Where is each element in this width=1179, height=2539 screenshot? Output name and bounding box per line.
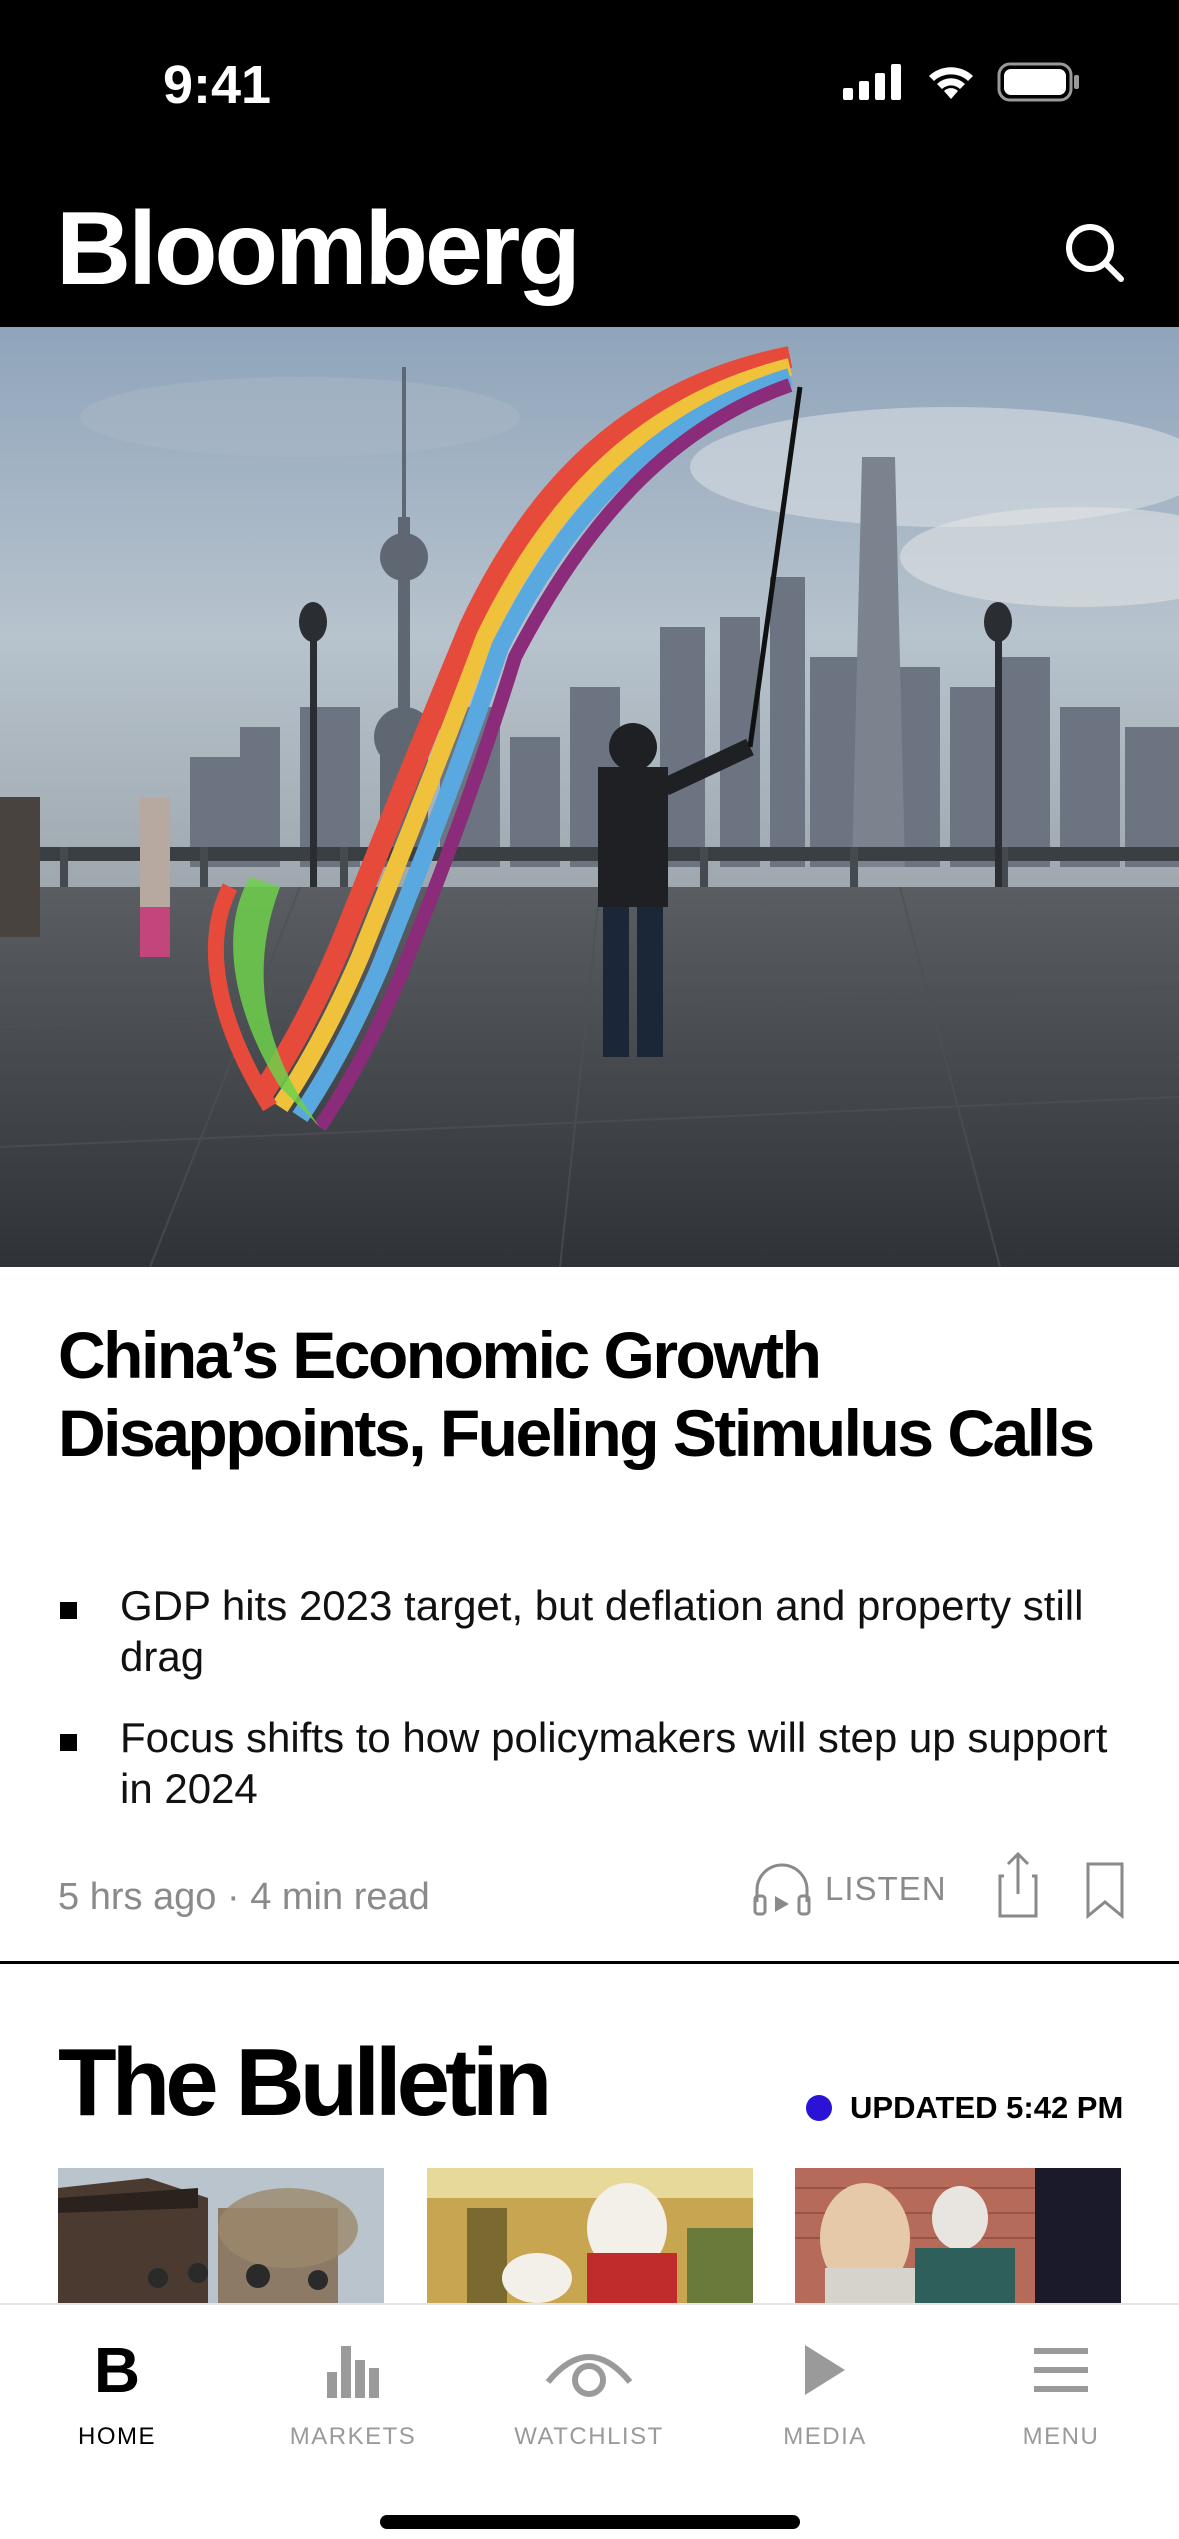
listen-button[interactable]: LISTEN [753, 1862, 947, 1916]
updated-badge: UPDATED 5:42 PM [806, 2090, 1123, 2126]
bulletin-thumbnail[interactable] [795, 2168, 1121, 2303]
home-b-glyph: B [93, 2334, 141, 2406]
listen-label: LISTEN [825, 1870, 947, 1907]
status-bar: 9:41 [0, 0, 1179, 175]
article-headline[interactable]: China’s Economic Growth Disappoints, Fue… [58, 1318, 1095, 1470]
tab-label: MARKETS [289, 2423, 417, 2450]
home-indicator [380, 2515, 800, 2529]
live-dot-icon [806, 2095, 832, 2121]
bullet-item: Focus shifts to how policymakers will st… [58, 1712, 1138, 1814]
bullet-item: GDP hits 2023 target, but deflation and … [58, 1580, 1138, 1682]
share-button[interactable] [988, 1850, 1048, 1920]
tab-label: HOME [78, 2423, 156, 2450]
thumbnail-image [795, 2168, 1121, 2303]
article-bullets: GDP hits 2023 target, but deflation and … [58, 1580, 1138, 1844]
eye-icon [544, 2335, 634, 2405]
app-header: Bloomberg [0, 175, 1179, 327]
hamburger-icon [1034, 2335, 1088, 2405]
tab-label: MEDIA [783, 2423, 867, 2450]
wifi-icon [929, 67, 973, 99]
section-divider [0, 1961, 1179, 1964]
bulletin-thumbnail[interactable] [427, 2168, 753, 2303]
tab-menu[interactable]: MENU [971, 2335, 1151, 2465]
bulletin-carousel[interactable] [58, 2168, 1179, 2303]
bottom-tab-bar: B HOME MARKETS WATCHLIST M [0, 2303, 1179, 2539]
status-time: 9:41 [163, 55, 272, 115]
headphones-icon [753, 1863, 811, 1916]
tab-markets[interactable]: MARKETS [263, 2335, 443, 2465]
tab-label: WATCHLIST [514, 2423, 664, 2450]
hero-image[interactable] [0, 327, 1179, 1267]
updated-text: UPDATED 5:42 PM [850, 2090, 1124, 2125]
tab-home[interactable]: B HOME [27, 2335, 207, 2465]
tab-media[interactable]: MEDIA [735, 2335, 915, 2465]
bulletin-thumbnail[interactable] [58, 2168, 384, 2303]
thumbnail-image [427, 2168, 753, 2303]
article-meta-row: 5 hrs ago · 4 min read LISTEN [58, 1850, 1128, 1930]
search-icon [1066, 224, 1124, 282]
bloomberg-b-icon: B [94, 2335, 140, 2405]
bookmark-icon [1086, 1862, 1124, 1920]
thumbnail-image [58, 2168, 384, 2303]
tab-watchlist[interactable]: WATCHLIST [499, 2335, 679, 2465]
bar-chart-icon [325, 2335, 381, 2405]
status-icons [843, 62, 1081, 102]
article-meta: 5 hrs ago · 4 min read [58, 1876, 430, 1918]
bulletin-title[interactable]: The Bulletin [58, 2029, 552, 2136]
share-icon [998, 1851, 1038, 1918]
hero-photo [0, 327, 1179, 1267]
cellular-signal-icon [843, 64, 901, 100]
bloomberg-logo[interactable]: Bloomberg [56, 191, 581, 307]
battery-icon [997, 62, 1079, 102]
play-icon [803, 2335, 847, 2405]
search-button[interactable] [1059, 217, 1129, 287]
tab-label: MENU [1022, 2423, 1100, 2450]
bookmark-button[interactable] [1080, 1860, 1130, 1925]
